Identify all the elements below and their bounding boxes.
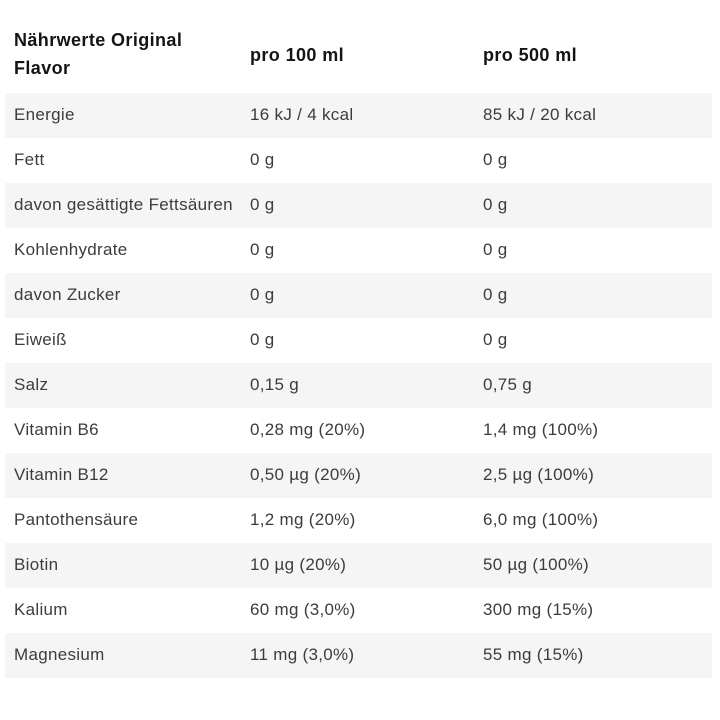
table-row: Energie 16 kJ / 4 kcal 85 kJ / 20 kcal	[5, 92, 712, 138]
column-header-per-100ml: pro 100 ml	[250, 44, 345, 65]
nutrient-label: Vitamin B12	[14, 464, 109, 484]
per-500ml-value: 0,75 g	[483, 374, 533, 394]
nutrient-label: Pantothensäure	[14, 509, 139, 529]
per-100ml-value: 1,2 mg (20%)	[250, 509, 356, 529]
table-row: Kalium 60 mg (3,0%) 300 mg (15%)	[5, 588, 712, 633]
table-row: Fett 0 g 0 g	[5, 138, 712, 183]
table-row: davon Zucker 0 g 0 g	[5, 272, 712, 318]
nutrient-label: Magnesium	[14, 644, 105, 664]
nutrient-label: Eiweiß	[14, 329, 67, 349]
per-500ml-value: 55 mg (15%)	[483, 644, 584, 664]
table-row: Biotin 10 µg (20%) 50 µg (100%)	[5, 542, 712, 588]
table-row: Eiweiß 0 g 0 g	[5, 318, 712, 363]
table-title: Nährwerte Original Flavor	[14, 30, 183, 78]
nutrient-label: Kalium	[14, 599, 68, 619]
table-row: Pantothensäure 1,2 mg (20%) 6,0 mg (100%…	[5, 498, 712, 543]
per-100ml-value: 0,15 g	[250, 374, 300, 394]
per-500ml-value: 2,5 µg (100%)	[483, 464, 595, 484]
table-header-row: Nährwerte Original Flavor pro 100 ml pro…	[5, 20, 712, 90]
nutrient-label: Energie	[14, 104, 75, 124]
per-500ml-value: 85 kJ / 20 kcal	[483, 104, 597, 124]
per-500ml-value: 0 g	[483, 149, 508, 169]
per-100ml-value: 0 g	[250, 194, 275, 214]
per-500ml-value: 0 g	[483, 284, 508, 304]
table-row: Vitamin B12 0,50 µg (20%) 2,5 µg (100%)	[5, 452, 712, 498]
nutrient-label: davon gesättigte Fettsäuren	[14, 194, 233, 214]
table-row: Magnesium 11 mg (3,0%) 55 mg (15%)	[5, 632, 712, 678]
nutrient-label: davon Zucker	[14, 284, 121, 304]
per-100ml-value: 0,50 µg (20%)	[250, 464, 362, 484]
per-500ml-value: 300 mg (15%)	[483, 599, 594, 619]
nutrient-label: Fett	[14, 149, 45, 169]
per-100ml-value: 0 g	[250, 329, 275, 349]
table-row: Kohlenhydrate 0 g 0 g	[5, 228, 712, 273]
table-body: Energie 16 kJ / 4 kcal 85 kJ / 20 kcal F…	[0, 92, 720, 678]
per-100ml-value: 0 g	[250, 149, 275, 169]
nutrient-label: Salz	[14, 374, 49, 394]
nutrient-label: Biotin	[14, 554, 59, 574]
table-row: Salz 0,15 g 0,75 g	[5, 362, 712, 408]
table-row: davon gesättigte Fettsäuren 0 g 0 g	[5, 182, 712, 228]
per-500ml-value: 50 µg (100%)	[483, 554, 590, 574]
per-500ml-value: 6,0 mg (100%)	[483, 509, 599, 529]
per-500ml-value: 0 g	[483, 239, 508, 259]
per-100ml-value: 60 mg (3,0%)	[250, 599, 356, 619]
per-500ml-value: 1,4 mg (100%)	[483, 419, 599, 439]
per-100ml-value: 10 µg (20%)	[250, 554, 347, 574]
per-500ml-value: 0 g	[483, 194, 508, 214]
table-row: Vitamin B6 0,28 mg (20%) 1,4 mg (100%)	[5, 408, 712, 453]
per-500ml-value: 0 g	[483, 329, 508, 349]
per-100ml-value: 0,28 mg (20%)	[250, 419, 366, 439]
per-100ml-value: 11 mg (3,0%)	[250, 644, 355, 664]
column-header-per-500ml: pro 500 ml	[483, 44, 578, 65]
nutrient-label: Kohlenhydrate	[14, 239, 128, 259]
per-100ml-value: 0 g	[250, 284, 275, 304]
per-100ml-value: 0 g	[250, 239, 275, 259]
nutrient-label: Vitamin B6	[14, 419, 99, 439]
per-100ml-value: 16 kJ / 4 kcal	[250, 104, 354, 124]
